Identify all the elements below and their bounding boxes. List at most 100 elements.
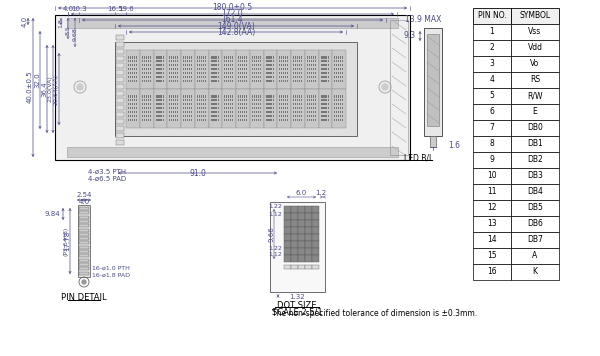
Bar [511,24,559,40]
Bar [246,115,247,117]
Bar [163,103,164,105]
Bar [230,76,231,78]
Bar [307,68,308,70]
Bar [142,72,143,74]
Bar [252,111,253,113]
Bar [78,205,90,277]
Bar [273,68,274,70]
Bar [181,50,195,89]
Bar [273,103,274,105]
Bar [195,89,209,128]
Bar [187,119,188,121]
Bar [269,76,271,78]
Bar [340,95,341,98]
Text: 4-ø3.5 PTH: 4-ø3.5 PTH [88,169,126,175]
Bar [203,56,204,59]
Text: 180.0±0.5: 180.0±0.5 [212,4,253,12]
Bar [218,64,220,66]
Bar [200,64,202,66]
Bar [144,95,145,98]
Bar [200,80,202,82]
Bar [299,111,300,113]
Bar [226,64,227,66]
Bar [334,99,335,101]
Bar [79,233,89,236]
Bar [169,103,170,105]
Bar [67,18,398,28]
Bar [187,103,188,105]
Bar [146,115,147,117]
Bar [238,64,239,66]
Bar [142,64,143,66]
Bar [271,60,272,63]
Bar [313,56,314,59]
Bar [173,56,175,59]
Bar [214,76,215,78]
Text: PIN DETAIL: PIN DETAIL [61,293,107,303]
Bar [254,60,255,63]
Bar [224,56,226,59]
Bar [136,68,137,70]
Bar [314,115,316,117]
Bar [148,56,149,59]
Bar [283,64,284,66]
Bar [191,119,192,121]
Bar [298,206,305,213]
Bar [187,95,188,98]
Bar [305,213,311,220]
Bar [277,89,291,128]
Bar [177,99,178,101]
Text: 91.0: 91.0 [189,168,206,178]
Bar [285,95,286,98]
Bar [205,60,206,63]
Bar [511,40,559,56]
Bar [116,35,124,40]
Bar [157,72,158,74]
Bar [232,95,233,98]
Bar [312,220,319,226]
Bar [134,95,135,98]
Bar [424,28,442,136]
Bar [266,60,267,63]
Bar [134,60,135,63]
Bar [309,80,310,82]
Bar [175,107,176,109]
Bar [130,68,131,70]
Bar [295,72,296,74]
Bar [299,64,300,66]
Bar [173,115,175,117]
Text: RS: RS [530,75,540,84]
Bar [301,72,302,74]
Bar [273,60,274,63]
Bar [203,99,204,101]
Bar [299,119,300,121]
Bar [325,99,326,101]
Bar [281,103,283,105]
Bar [212,103,214,105]
Bar [211,72,212,74]
Text: 1.22: 1.22 [268,246,282,251]
Bar [301,99,302,101]
Text: LED B/L: LED B/L [404,153,434,162]
Bar [271,68,272,70]
Bar [287,119,288,121]
Bar [177,119,178,121]
Bar [189,119,190,121]
Bar [291,248,298,255]
Bar [230,64,231,66]
Bar [338,99,340,101]
Bar [161,56,163,59]
Bar [232,72,233,74]
Bar [293,115,294,117]
Bar [273,107,274,109]
Bar [271,64,272,66]
Bar [155,56,157,59]
Bar [240,80,241,82]
Bar [334,95,335,98]
Bar [266,119,267,121]
Bar [197,56,198,59]
Bar [285,111,286,113]
Bar [320,68,322,70]
Bar [224,80,226,82]
Bar [511,120,559,136]
